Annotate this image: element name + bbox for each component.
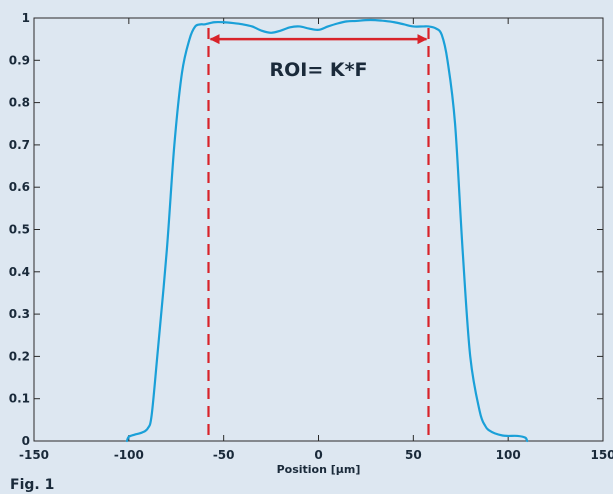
y-tick-label: 0.4 xyxy=(9,265,30,279)
y-tick-label: 0.7 xyxy=(9,138,30,152)
y-tick-label: 0.1 xyxy=(9,392,30,406)
x-tick-label: 0 xyxy=(314,448,322,462)
x-tick-label: 100 xyxy=(496,448,521,462)
x-tick-label: -50 xyxy=(213,448,235,462)
y-tick-label: 0.3 xyxy=(9,307,30,321)
figure-caption: Fig. 1 xyxy=(10,477,54,493)
y-tick-label: 0.2 xyxy=(9,349,30,363)
y-tick-label: 0 xyxy=(22,434,30,448)
x-tick-label: -150 xyxy=(19,448,49,462)
y-tick-label: 0.6 xyxy=(9,180,30,194)
series-line xyxy=(125,18,529,443)
y-tick-label: 1 xyxy=(22,11,30,25)
x-tick-label: -100 xyxy=(114,448,144,462)
y-tick-label: 0.9 xyxy=(9,53,30,67)
y-tick-label: 0.8 xyxy=(9,96,30,110)
plot-area xyxy=(33,17,604,442)
x-tick-label: 50 xyxy=(405,448,422,462)
x-tick-label: 150 xyxy=(590,448,613,462)
roi-label: ROI= K*F xyxy=(269,59,367,81)
x-tick-labels: -150 -100 -50 0 50 100 150 xyxy=(19,448,613,462)
x-axis-label: Position [µm] xyxy=(277,463,361,476)
y-tick-label: 0.5 xyxy=(9,223,30,237)
y-tick-labels: 0 0.1 0.2 0.3 0.4 0.5 0.6 0.7 0.8 0.9 1 xyxy=(9,11,30,448)
tick-marks xyxy=(33,17,604,442)
